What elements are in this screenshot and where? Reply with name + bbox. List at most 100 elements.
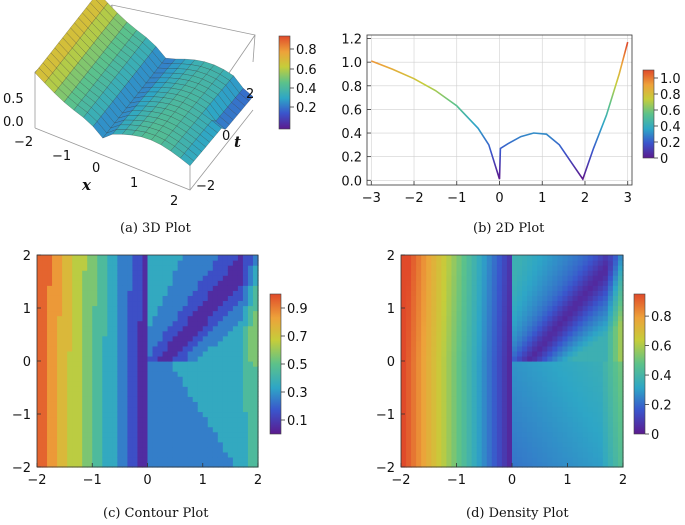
- map-cell: [587, 355, 594, 362]
- map-cell: [162, 381, 169, 387]
- map-cell: [441, 300, 448, 307]
- map-cell: [152, 401, 159, 408]
- map-cell: [491, 345, 498, 352]
- map-cell: [617, 366, 624, 372]
- map-cell: [202, 320, 209, 327]
- map-cell: [82, 366, 88, 372]
- map-cell: [62, 270, 68, 276]
- map-cell: [436, 361, 442, 367]
- map-cell: [232, 401, 239, 408]
- map-cell: [162, 396, 169, 402]
- map-cell: [177, 265, 184, 271]
- map-cell: [421, 436, 427, 443]
- map-cell: [232, 315, 239, 322]
- map-cell: [572, 446, 579, 453]
- map-cell: [237, 275, 244, 281]
- map-cell: [406, 461, 412, 468]
- surface-patch: [180, 153, 195, 167]
- colorbar-tick-label: 0.6: [651, 340, 672, 355]
- map-cell: [127, 451, 134, 458]
- map-cell: [612, 446, 619, 453]
- map-cell: [117, 345, 123, 352]
- map-cell: [547, 270, 553, 276]
- map-cell: [67, 456, 73, 463]
- map-cell: [97, 391, 103, 397]
- map-cell: [491, 325, 498, 332]
- map-cell: [152, 411, 159, 418]
- map-cell: [87, 330, 93, 337]
- map-cell: [42, 446, 48, 453]
- map-cell: [162, 376, 169, 382]
- map-cell: [527, 310, 533, 317]
- map-cell: [607, 391, 614, 397]
- map-cell: [242, 325, 249, 332]
- map-cell: [132, 280, 139, 286]
- map-cell: [37, 270, 43, 276]
- map-cell: [57, 275, 63, 281]
- map-cell: [426, 411, 432, 418]
- map-cell: [212, 280, 219, 286]
- map-cell: [552, 285, 559, 291]
- map-cell: [446, 376, 453, 382]
- map-cell: [197, 416, 204, 423]
- map-cell: [247, 260, 254, 266]
- map-cell: [406, 280, 412, 286]
- map-cell: [92, 406, 98, 413]
- map-cell: [107, 416, 113, 423]
- map-cell: [486, 320, 493, 327]
- map-cell: [456, 255, 463, 261]
- map-cell: [582, 265, 589, 271]
- map-cell: [162, 260, 169, 266]
- map-cell: [461, 260, 468, 266]
- map-cell: [82, 421, 88, 428]
- map-cell: [451, 335, 458, 342]
- map-cell: [537, 330, 543, 337]
- map-cell: [112, 381, 118, 387]
- map-cell: [107, 441, 113, 448]
- map-cell: [187, 436, 194, 443]
- map-cell: [506, 461, 513, 468]
- map-cell: [451, 376, 458, 382]
- map-cell: [496, 406, 503, 413]
- map-cell: [512, 421, 518, 428]
- map-cell: [92, 335, 98, 342]
- map-cell: [237, 411, 244, 418]
- map-cell: [72, 290, 78, 296]
- map-cell: [461, 315, 468, 322]
- x-tick-label: −1: [83, 473, 102, 488]
- map-cell: [532, 320, 538, 327]
- map-cell: [92, 295, 98, 302]
- map-cell: [67, 255, 73, 261]
- map-cell: [192, 441, 199, 448]
- map-cell: [207, 431, 214, 438]
- map-cell: [137, 441, 144, 448]
- map-cell: [592, 305, 599, 312]
- map-cell: [157, 280, 164, 286]
- map-cell: [486, 355, 493, 362]
- map-cell: [446, 335, 453, 342]
- t-tick-label: −2: [196, 179, 215, 194]
- map-cell: [542, 386, 548, 392]
- map-cell: [456, 406, 463, 413]
- map-cell: [217, 300, 224, 307]
- map-cell: [542, 406, 548, 413]
- map-cell: [411, 255, 417, 261]
- map-cell: [132, 456, 139, 463]
- map-cell: [612, 350, 619, 357]
- map-cell: [132, 355, 139, 362]
- map-cell: [247, 270, 254, 276]
- map-cell: [242, 461, 249, 468]
- colorbar-tick-label: 0: [660, 152, 668, 167]
- map-cell: [592, 451, 599, 458]
- z-tick-label: 0.0: [3, 115, 24, 130]
- map-cell: [57, 285, 63, 291]
- map-cell: [451, 300, 458, 307]
- map-cell: [612, 260, 619, 266]
- map-cell: [587, 280, 594, 286]
- map-cell: [552, 255, 559, 261]
- map-cell: [182, 361, 189, 367]
- map-cell: [597, 335, 604, 342]
- map-cell: [217, 426, 224, 433]
- map-cell: [522, 416, 528, 423]
- map-cell: [451, 355, 458, 362]
